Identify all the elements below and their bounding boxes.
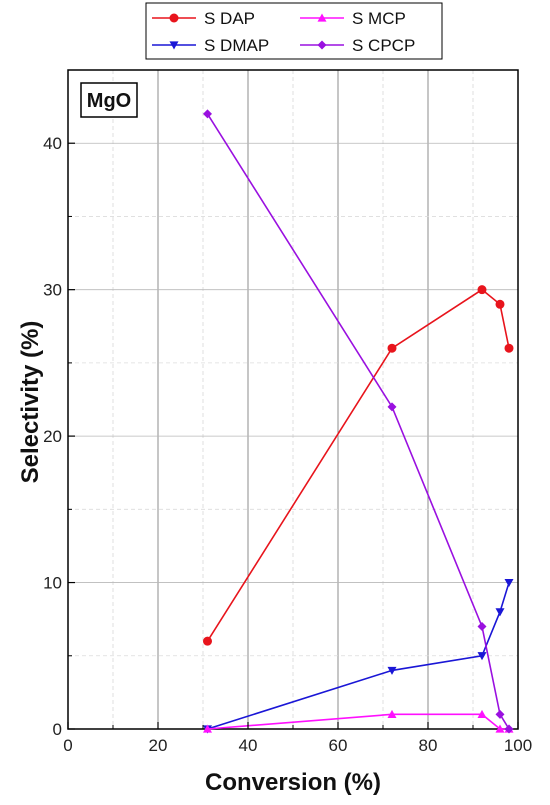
legend: S DAP S MCP S DMAP S CPCP xyxy=(145,2,443,60)
data-point xyxy=(387,666,397,675)
x-tick-label: 100 xyxy=(504,736,532,755)
series-line xyxy=(206,113,510,730)
legend-item: S DMAP xyxy=(152,36,269,55)
series-s-dmap xyxy=(203,578,514,734)
legend-item: S CPCP xyxy=(300,36,415,55)
legend-swatch-marker xyxy=(317,40,327,50)
data-point xyxy=(387,709,397,718)
series-layer xyxy=(203,109,514,734)
legend-item: S MCP xyxy=(300,9,406,28)
legend-swatch-marker xyxy=(317,13,327,22)
data-point xyxy=(504,724,514,734)
data-point xyxy=(477,621,487,631)
legend-label: S DAP xyxy=(204,9,255,28)
data-point xyxy=(203,724,212,733)
x-tick-label: 20 xyxy=(149,736,168,755)
annotation-box: MgO xyxy=(80,82,138,118)
legend-swatch-marker xyxy=(169,13,179,23)
x-axis-title: Conversion (%) xyxy=(205,769,381,796)
y-tick-label: 0 xyxy=(53,720,62,739)
series-line xyxy=(206,288,510,642)
series-s-cpcp xyxy=(203,109,514,734)
y-tick-label: 30 xyxy=(43,281,62,300)
x-tick-label: 80 xyxy=(419,736,438,755)
data-point xyxy=(495,608,505,617)
data-point xyxy=(504,343,514,353)
data-point xyxy=(504,578,514,588)
axis-ticks: 0 20 40 60 80 100 0 10 20 30 40 xyxy=(43,134,532,755)
legend-frame xyxy=(145,2,443,60)
data-point xyxy=(495,709,505,719)
data-point xyxy=(203,109,212,119)
data-point xyxy=(495,299,505,309)
legend-label: S DMAP xyxy=(204,36,269,55)
annotation-label: MgO xyxy=(87,90,131,112)
series-line xyxy=(207,713,509,730)
x-tick-label: 60 xyxy=(329,736,348,755)
y-tick-label: 10 xyxy=(43,574,62,593)
legend-label: S CPCP xyxy=(352,36,415,55)
data-point xyxy=(203,636,212,646)
y-axis-title: Selectivity (%) xyxy=(17,321,44,484)
series-s-dap xyxy=(203,285,514,646)
data-point xyxy=(477,285,487,295)
data-point xyxy=(477,709,487,718)
data-point xyxy=(495,724,505,733)
data-point xyxy=(477,652,487,661)
grid-lines xyxy=(68,69,518,729)
data-point xyxy=(387,343,397,353)
data-point xyxy=(387,402,397,412)
legend-item: S DAP xyxy=(152,9,255,28)
legend-swatch-marker xyxy=(169,41,179,50)
legend-label: S MCP xyxy=(352,9,406,28)
y-tick-label: 20 xyxy=(43,427,62,446)
y-tick-label: 40 xyxy=(43,134,62,153)
x-tick-label: 40 xyxy=(239,736,258,755)
x-tick-label: 0 xyxy=(63,736,72,755)
